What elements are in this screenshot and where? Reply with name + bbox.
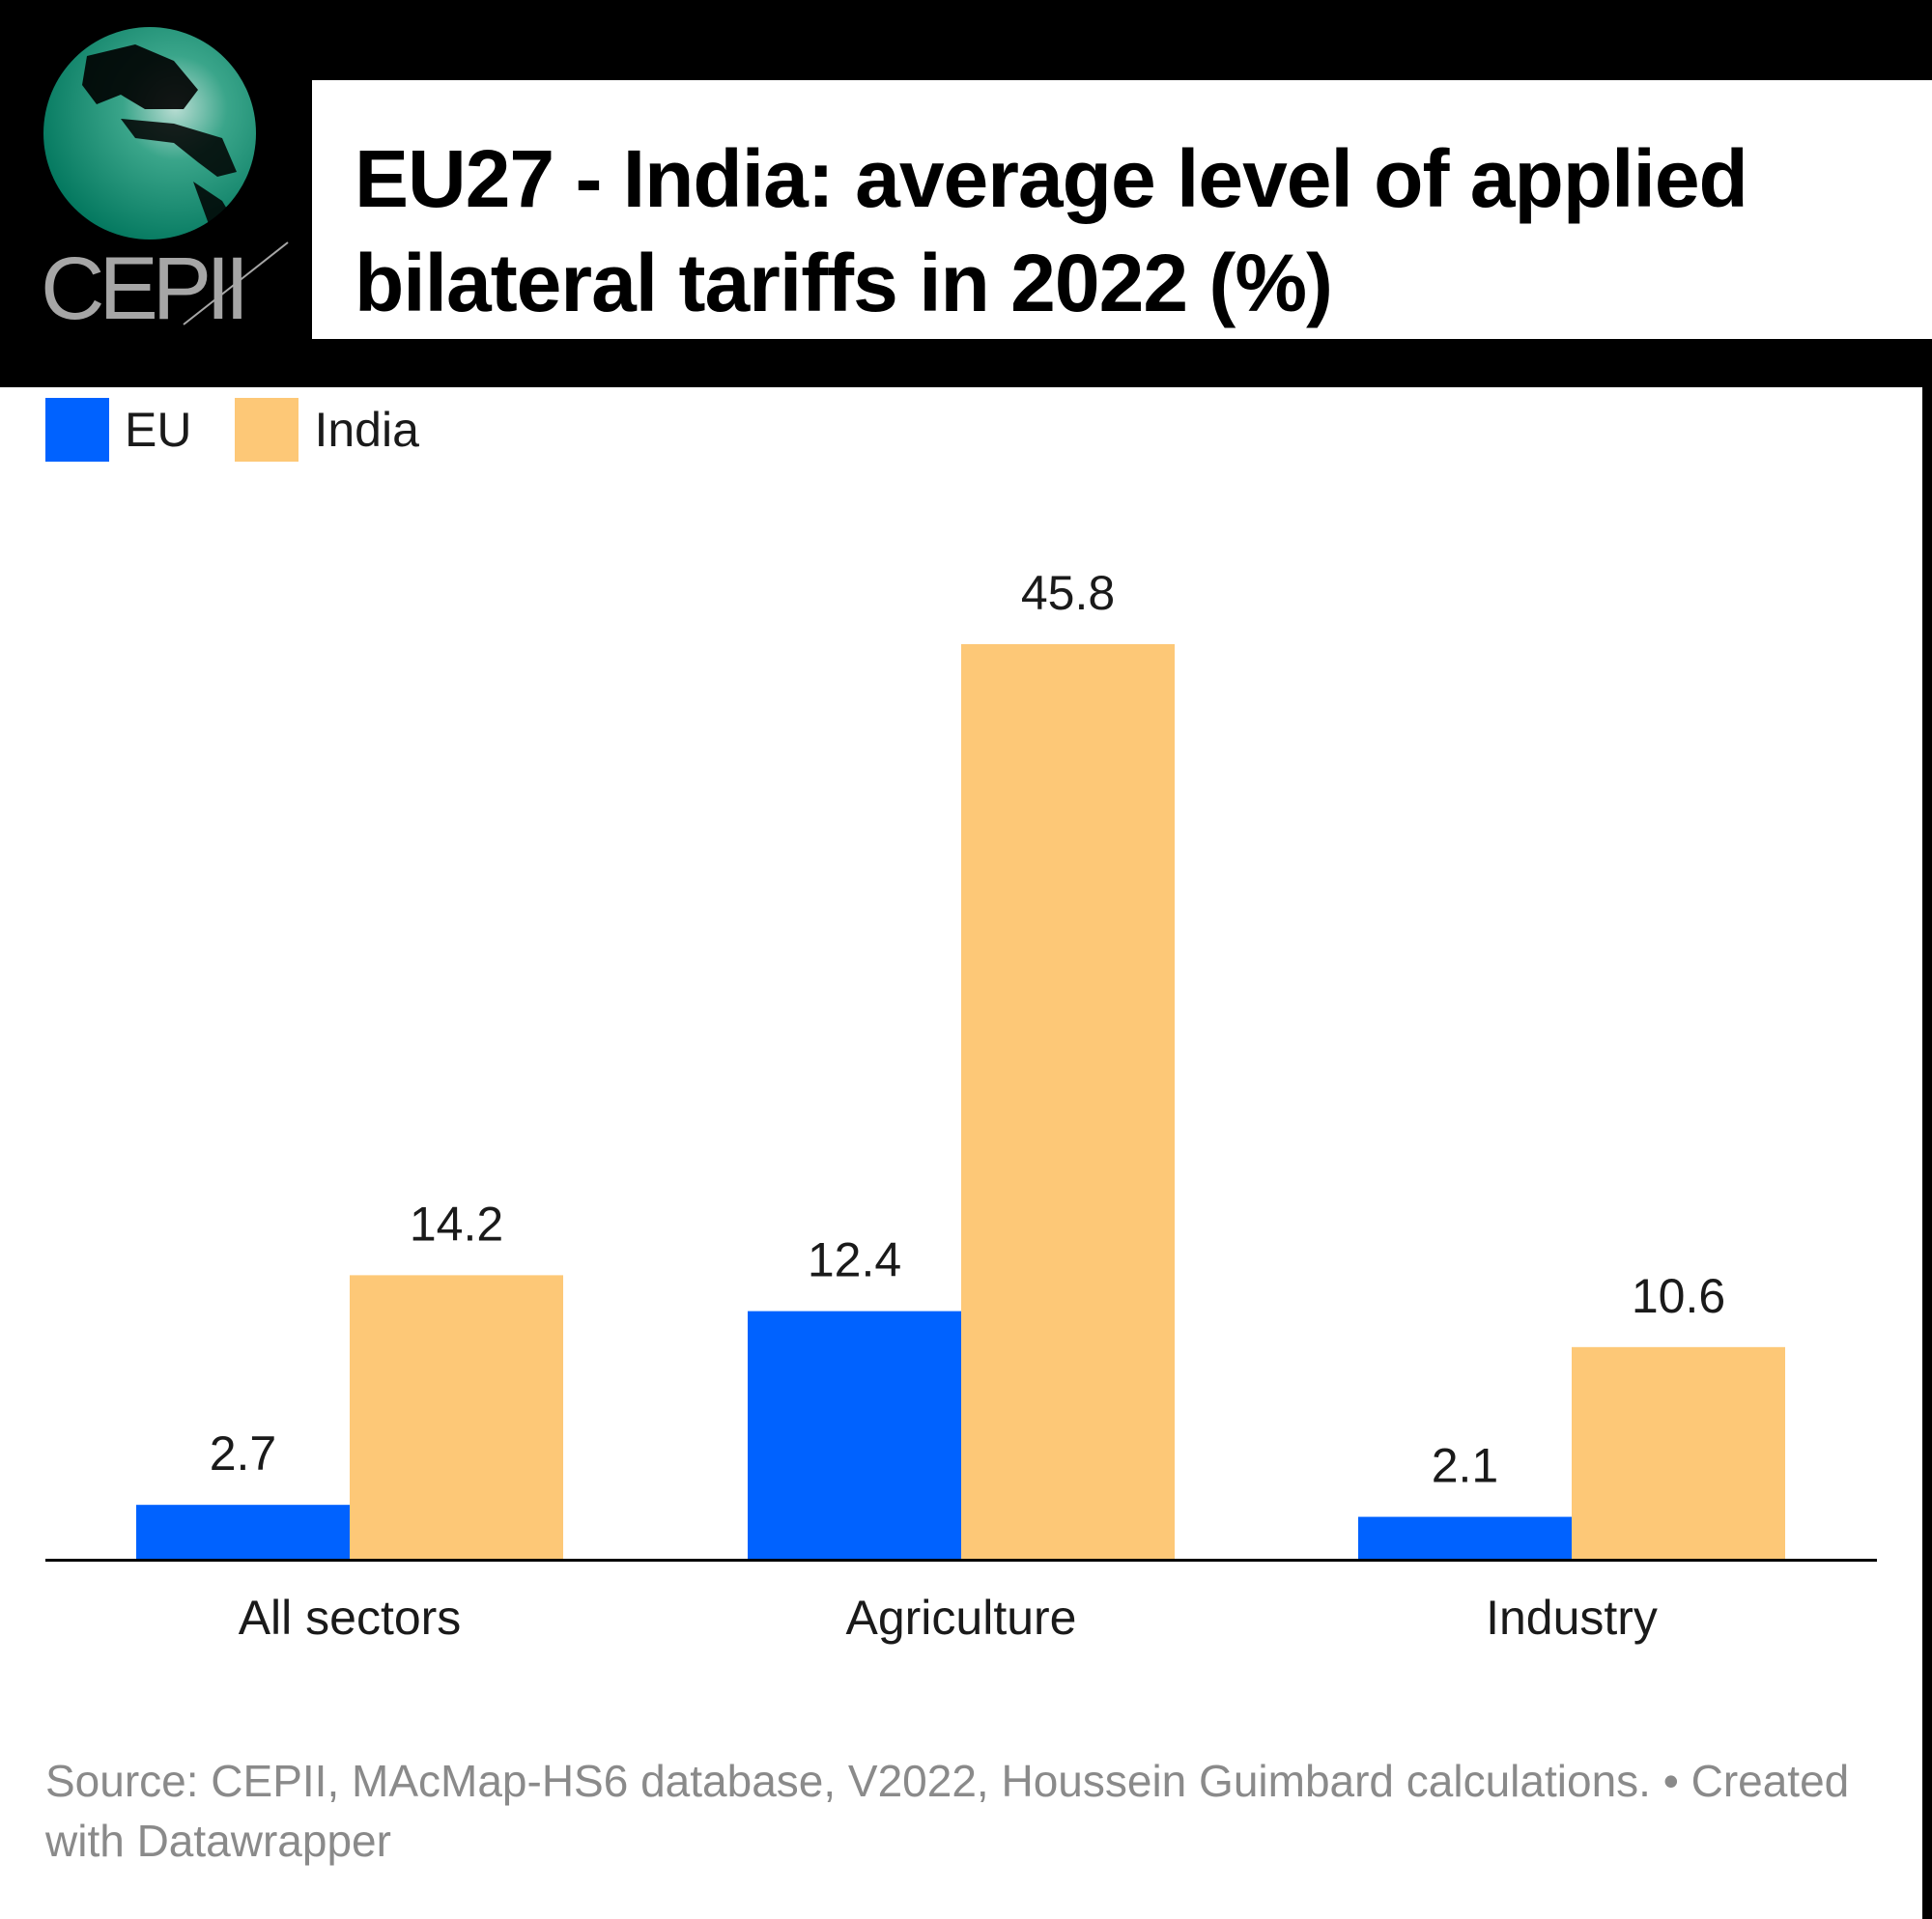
x-tick-label: All sectors bbox=[239, 1591, 462, 1645]
data-label: 12.4 bbox=[808, 1233, 901, 1287]
bar-eu-agriculture bbox=[748, 1311, 961, 1559]
legend: EU India bbox=[45, 398, 463, 462]
legend-swatch-india bbox=[235, 398, 299, 462]
x-tick-label: Industry bbox=[1486, 1591, 1658, 1645]
logo-text: CEPII bbox=[41, 240, 243, 336]
data-label: 45.8 bbox=[1021, 566, 1115, 620]
data-label: 2.1 bbox=[1432, 1439, 1499, 1493]
source-note: Source: CEPII, MAcMap-HS6 database, V202… bbox=[45, 1756, 1850, 1866]
bar-eu-all-sectors bbox=[136, 1505, 350, 1559]
legend-item-eu: EU bbox=[45, 398, 191, 462]
bar-eu-industry bbox=[1358, 1516, 1572, 1559]
bar-chart: 2.7 14.2 All sectors 12.4 45.8 Agriculture 2.1… bbox=[45, 566, 1877, 1645]
bar-india-all-sectors bbox=[350, 1275, 563, 1559]
data-label: 14.2 bbox=[410, 1197, 503, 1251]
bar-india-agriculture bbox=[961, 644, 1175, 1559]
chart-title: EU27 - India: average level of applied bi… bbox=[355, 133, 1748, 328]
legend-swatch-eu bbox=[45, 398, 109, 462]
bar-india-industry bbox=[1572, 1346, 1785, 1559]
chart-panel: EU India 2.7 14.2 All sectors 12.4 45.8 Agric… bbox=[0, 387, 1922, 1919]
legend-label-india: India bbox=[314, 403, 419, 457]
cepii-logo: CEPII bbox=[29, 17, 299, 338]
x-tick-label: Agriculture bbox=[846, 1591, 1077, 1645]
data-label: 2.7 bbox=[210, 1426, 277, 1481]
title-box: EU27 - India: average level of applied bi… bbox=[312, 80, 1932, 339]
legend-item-india: India bbox=[235, 398, 419, 462]
data-label: 10.6 bbox=[1632, 1269, 1725, 1323]
globe-icon: CEPII bbox=[41, 27, 289, 338]
legend-label-eu: EU bbox=[125, 403, 192, 457]
